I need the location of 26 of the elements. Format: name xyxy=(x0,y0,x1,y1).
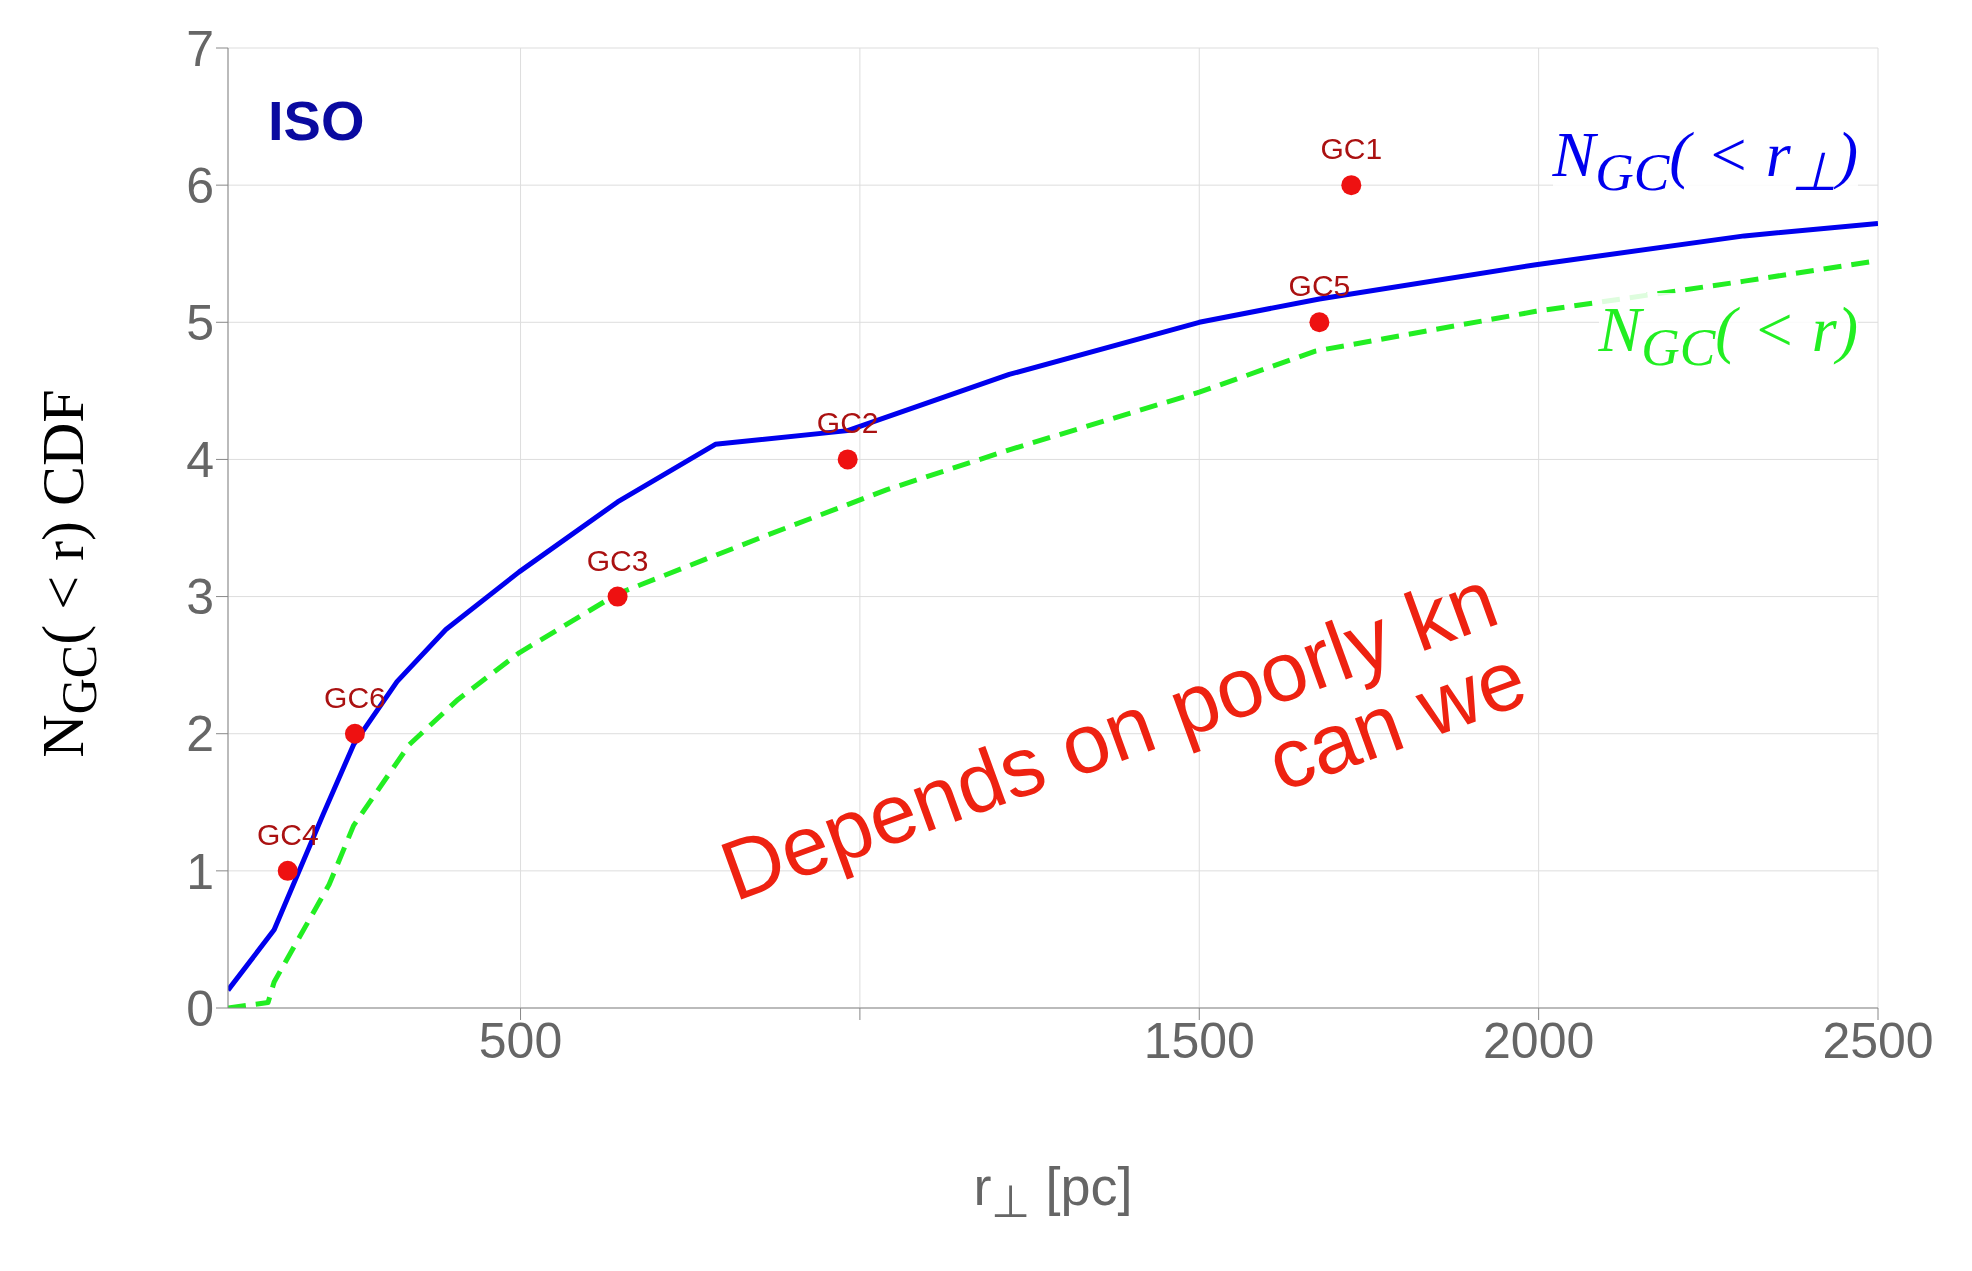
x-tick-label: 2500 xyxy=(1822,1012,1934,1069)
y-tick-label: 1 xyxy=(186,843,214,900)
y-tick-label: 7 xyxy=(186,20,214,77)
y-tick-label: 6 xyxy=(186,157,214,214)
y-tick-label: 0 xyxy=(186,980,214,1037)
x-tick-label: 1500 xyxy=(1143,1012,1255,1069)
point xyxy=(1309,312,1330,333)
x-tick-label: 2000 xyxy=(1483,1012,1595,1069)
annotation: ISO xyxy=(268,88,365,153)
point xyxy=(344,723,365,744)
point xyxy=(1341,175,1362,196)
y-tick-label: 3 xyxy=(186,569,214,626)
series-label: N$_{GC}$( < r$_{⊥}$) xyxy=(1552,118,1858,203)
series-label: N$_{GC}$( < r) xyxy=(1598,292,1858,378)
y-tick-label: 4 xyxy=(186,432,214,489)
annotation: GC5 xyxy=(1288,269,1351,303)
point xyxy=(277,860,298,881)
annotation: GC1 xyxy=(1320,132,1383,166)
x-tick-label: 500 xyxy=(478,1012,563,1069)
x-axis-title: r$_{⊥}$ [pc] xyxy=(972,1155,1134,1228)
point xyxy=(607,586,628,607)
y-tick-label: 2 xyxy=(186,706,214,763)
point xyxy=(837,449,858,470)
annotation: GC6 xyxy=(324,680,386,714)
annotation: GC3 xyxy=(586,543,649,577)
y-tick-label: 5 xyxy=(186,295,214,352)
